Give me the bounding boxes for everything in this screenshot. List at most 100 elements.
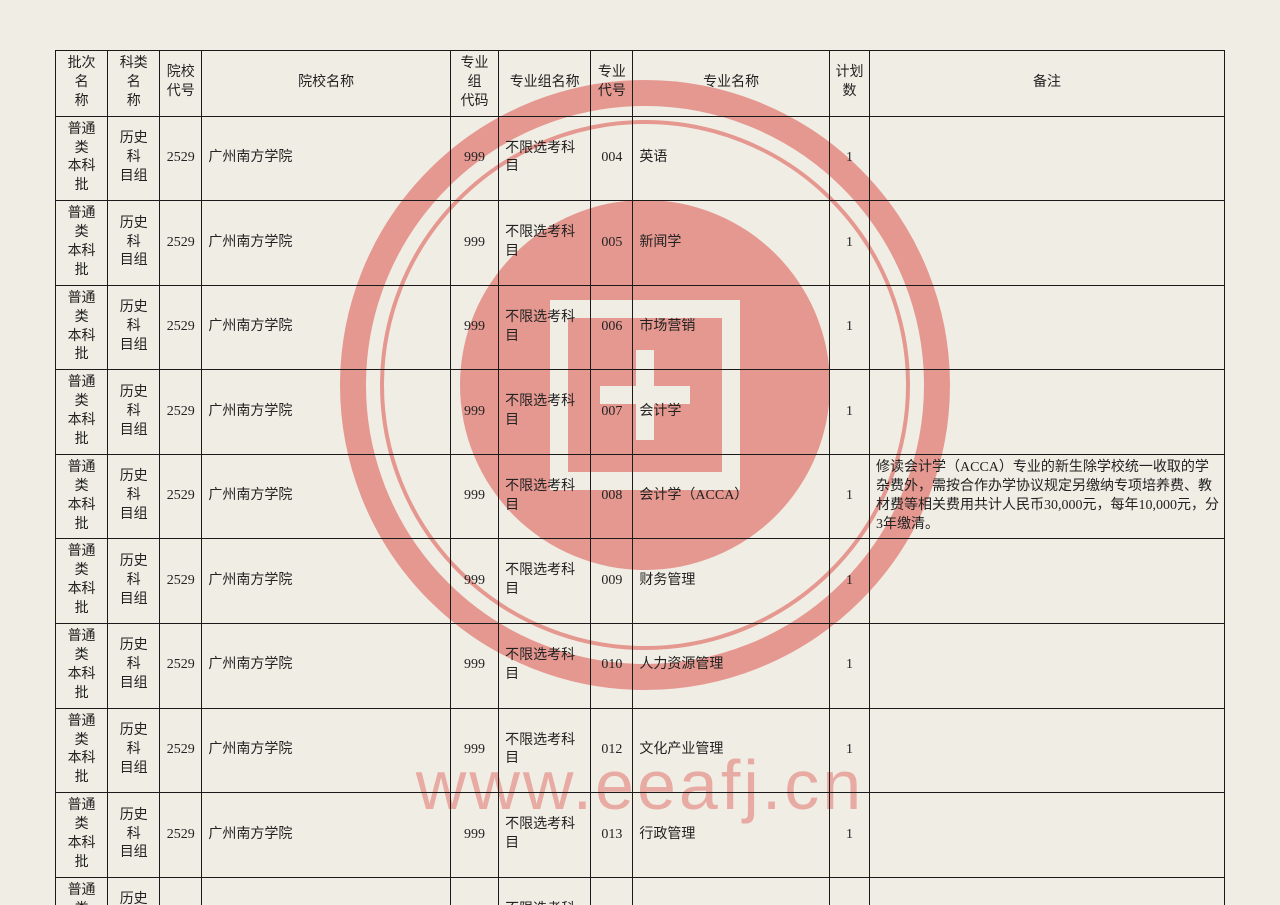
table-cell: 不限选考科目 (499, 539, 591, 624)
table-cell: 普通类本科批 (56, 539, 108, 624)
table-cell: 1 (829, 624, 869, 709)
table-cell (870, 370, 1225, 455)
table-cell: 英语 (633, 116, 830, 201)
column-header: 专业组名称 (499, 51, 591, 117)
column-header: 专业代号 (591, 51, 633, 117)
table-cell: 012 (591, 708, 633, 793)
table-cell: 2529 (160, 877, 202, 905)
table-cell: 1 (829, 793, 869, 878)
table-cell: 2529 (160, 285, 202, 370)
table-cell: 不限选考科目 (499, 877, 591, 905)
table-cell: 不限选考科目 (499, 454, 591, 539)
table-cell: 1 (829, 370, 869, 455)
table-cell (870, 793, 1225, 878)
table-cell: 1 (829, 201, 869, 286)
table-cell: 历史科目组 (108, 201, 160, 286)
table-cell: 历史科目组 (108, 708, 160, 793)
table-cell: 广州南方学院 (202, 708, 451, 793)
table-cell (870, 116, 1225, 201)
table-cell (870, 708, 1225, 793)
table-cell: 1 (829, 116, 869, 201)
table-cell: 1 (829, 454, 869, 539)
table-cell: 014 (591, 877, 633, 905)
table-cell: 009 (591, 539, 633, 624)
table-cell: 999 (450, 793, 498, 878)
table-cell: 1 (829, 539, 869, 624)
table-cell: 不限选考科目 (499, 116, 591, 201)
table-cell: 999 (450, 708, 498, 793)
table-cell: 008 (591, 454, 633, 539)
table-cell: 2529 (160, 370, 202, 455)
table-cell: 不限选考科目 (499, 370, 591, 455)
table-cell: 2529 (160, 539, 202, 624)
table-cell: 文化产业管理 (633, 708, 830, 793)
table-cell: 历史科目组 (108, 877, 160, 905)
table-cell: 普通类本科批 (56, 793, 108, 878)
table-cell: 999 (450, 624, 498, 709)
table-cell: 2529 (160, 624, 202, 709)
table-cell: 广州南方学院 (202, 370, 451, 455)
table-cell: 不限选考科目 (499, 201, 591, 286)
column-header: 批次名称 (56, 51, 108, 117)
table-cell: 历史科目组 (108, 285, 160, 370)
table-cell: 2529 (160, 116, 202, 201)
column-header: 计划数 (829, 51, 869, 117)
table-cell: 1 (829, 877, 869, 905)
table-row: 普通类本科批历史科目组2529广州南方学院999不限选考科目010人力资源管理1 (56, 624, 1225, 709)
table-cell: 普通类本科批 (56, 624, 108, 709)
table-cell: 会计学（ACCA） (633, 454, 830, 539)
table-cell: 普通类本科批 (56, 201, 108, 286)
table-cell (870, 539, 1225, 624)
table-cell: 广州南方学院 (202, 116, 451, 201)
table-cell: 新闻学 (633, 201, 830, 286)
table-cell: 999 (450, 201, 498, 286)
table-cell: 999 (450, 285, 498, 370)
table-row: 普通类本科批历史科目组2529广州南方学院999不限选考科目009财务管理1 (56, 539, 1225, 624)
table-cell: 999 (450, 454, 498, 539)
table-cell: 013 (591, 793, 633, 878)
table-cell: 004 (591, 116, 633, 201)
table-cell: 会计学 (633, 370, 830, 455)
table-cell: 历史科目组 (108, 539, 160, 624)
column-header: 备注 (870, 51, 1225, 117)
table-cell: 1 (829, 708, 869, 793)
column-header: 院校代号 (160, 51, 202, 117)
table-row: 普通类本科批历史科目组2529广州南方学院999不限选考科目005新闻学1 (56, 201, 1225, 286)
table-cell: 修读会计学（ACCA）专业的新生除学校统一收取的学杂费外，需按合作办学协议规定另… (870, 454, 1225, 539)
column-header: 院校名称 (202, 51, 451, 117)
table-cell: 广州南方学院 (202, 624, 451, 709)
table-cell: 人力资源管理 (633, 624, 830, 709)
table-cell: 广州南方学院 (202, 285, 451, 370)
table-cell (870, 624, 1225, 709)
document-page: www.eeafj.cn 批次名称科类名称院校代号院校名称专业组代码专业组名称专… (0, 0, 1280, 905)
table-cell: 普通类本科批 (56, 116, 108, 201)
table-cell: 2529 (160, 454, 202, 539)
table-cell: 普通类本科批 (56, 285, 108, 370)
table-header: 批次名称科类名称院校代号院校名称专业组代码专业组名称专业代号专业名称计划数备注 (56, 51, 1225, 117)
table-row: 普通类本科批历史科目组2529广州南方学院999不限选考科目006市场营销1 (56, 285, 1225, 370)
table-cell: 广州南方学院 (202, 454, 451, 539)
table-cell: 005 (591, 201, 633, 286)
table-cell: 006 (591, 285, 633, 370)
table-row: 普通类本科批历史科目组2529广州南方学院999不限选考科目012文化产业管理1 (56, 708, 1225, 793)
table-cell: 1 (829, 285, 869, 370)
table-cell: 999 (450, 116, 498, 201)
table-cell (870, 877, 1225, 905)
table-cell: 不限选考科目 (499, 285, 591, 370)
table-row: 普通类本科批历史科目组2529广州南方学院999不限选考科目013行政管理1 (56, 793, 1225, 878)
table-cell: 广州南方学院 (202, 539, 451, 624)
table-cell: 999 (450, 539, 498, 624)
table-cell: 普通类本科批 (56, 708, 108, 793)
table-cell: 不限选考科目 (499, 708, 591, 793)
table-cell: 广州南方学院 (202, 877, 451, 905)
table-cell: 市场营销 (633, 285, 830, 370)
table-cell: 历史科目组 (108, 793, 160, 878)
table-cell (870, 201, 1225, 286)
table-body: 普通类本科批历史科目组2529广州南方学院999不限选考科目004英语1普通类本… (56, 116, 1225, 905)
admissions-plan-table: 批次名称科类名称院校代号院校名称专业组代码专业组名称专业代号专业名称计划数备注 … (55, 50, 1225, 905)
column-header: 科类名称 (108, 51, 160, 117)
table-cell: 广州南方学院 (202, 793, 451, 878)
table-row: 普通类本科批历史科目组2529广州南方学院999不限选考科目014健康服务与管理… (56, 877, 1225, 905)
table-cell: 不限选考科目 (499, 624, 591, 709)
table-cell: 历史科目组 (108, 454, 160, 539)
